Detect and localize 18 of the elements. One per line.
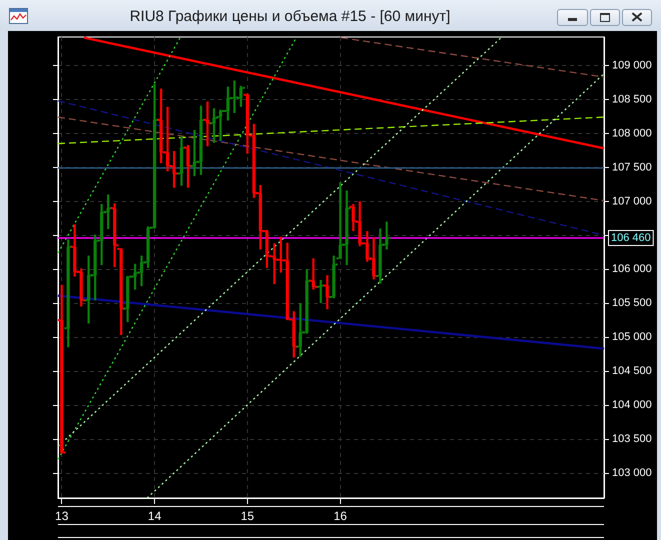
y-tick-label: 103 000 bbox=[612, 466, 652, 479]
chart-title: RIU8 Графики цены и объема #15 - [60 минут] bbox=[128, 8, 452, 26]
y-tick-label: 103 500 bbox=[612, 432, 652, 445]
y-tick-label: 108 000 bbox=[612, 127, 652, 140]
x-tick-label: 14 bbox=[148, 509, 162, 523]
y-tick-label: 105 000 bbox=[612, 331, 652, 344]
x-tick-label: 16 bbox=[334, 509, 348, 523]
y-tick-label: 104 000 bbox=[612, 398, 652, 411]
y-tick-label: 105 500 bbox=[612, 297, 652, 310]
y-tick-label: 109 000 bbox=[612, 60, 652, 72]
y-tick-label: 108 500 bbox=[612, 93, 652, 106]
y-tick-label: 107 500 bbox=[612, 161, 652, 174]
ref-line-label: 106 460 bbox=[611, 232, 651, 244]
x-tick-label: 13 bbox=[55, 509, 69, 523]
y-tick-label: 106 000 bbox=[612, 263, 652, 276]
x-tick-label: 15 bbox=[240, 509, 254, 523]
y-tick-label: 107 000 bbox=[612, 195, 652, 208]
y-tick-label: 104 500 bbox=[612, 365, 652, 378]
